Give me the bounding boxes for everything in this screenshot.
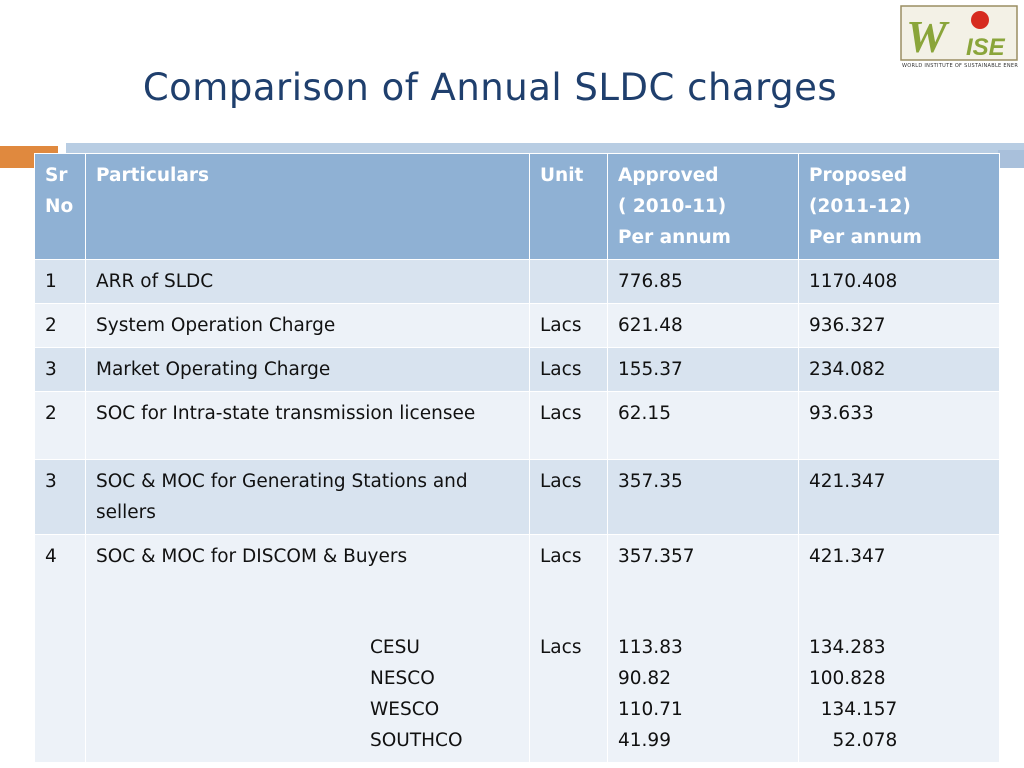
header-unit: Unit [529, 153, 608, 260]
cell-approved: 357.35 [607, 459, 799, 535]
cell-unit [529, 259, 608, 304]
wise-logo-graphic: W ISE [900, 5, 1018, 61]
particular-text: SOC & MOC for DISCOM & Buyers [96, 546, 408, 567]
cell-sr: 2 [34, 303, 86, 348]
cell-sr: 3 [34, 347, 86, 392]
cell-particular: ARR of SLDC [85, 259, 530, 304]
table-row: 2 SOC for Intra-state transmission licen… [34, 391, 1000, 460]
discom-list: CESU NESCO WESCO SOUTHCO [370, 637, 463, 751]
header-proposed: Proposed (2011-12) Per annum [798, 153, 1000, 260]
approved-text: 357.357 [618, 546, 695, 567]
table-row: 2 System Operation Charge Lacs 621.48 93… [34, 303, 1000, 348]
cell-particular: Market Operating Charge [85, 347, 530, 392]
svg-text:ISE: ISE [966, 34, 1006, 61]
unit-text: Lacs [540, 546, 582, 567]
page-title: Comparison of Annual SLDC charges [142, 66, 838, 109]
cell-approved: 62.15 [607, 391, 799, 460]
cell-proposed: 421.347 134.283 100.828 134.157 52.078 [798, 534, 1000, 763]
cell-sr: 4 [34, 534, 86, 763]
accent-bar-right [998, 150, 1024, 168]
sub-unit-text: Lacs [540, 637, 582, 658]
cell-proposed: 936.327 [798, 303, 1000, 348]
cell-sr: 2 [34, 391, 86, 460]
accent-bar-blue [66, 143, 1024, 153]
table-header-row: Sr No Particulars Unit Approved ( 2010-1… [34, 153, 1000, 260]
cell-unit: Lacs [529, 391, 608, 460]
spacer [618, 572, 788, 632]
table-row: 4 SOC & MOC for DISCOM & Buyers CESU NES… [34, 534, 1000, 763]
table-row: 1 ARR of SLDC 776.85 1170.408 [34, 259, 1000, 304]
cell-sr: 3 [34, 459, 86, 535]
cell-sr: 1 [34, 259, 86, 304]
cell-approved: 621.48 [607, 303, 799, 348]
cell-approved: 776.85 [607, 259, 799, 304]
wise-logo: W ISE WORLD INSTITUTE OF SUSTAINABLE ENE… [900, 5, 1018, 71]
spacer [96, 572, 519, 632]
table-row: 3 SOC & MOC for Generating Stations and … [34, 459, 1000, 535]
svg-text:W: W [906, 11, 950, 61]
cell-particular: SOC & MOC for Generating Stations and se… [85, 459, 530, 535]
cell-unit: Lacs [529, 303, 608, 348]
table-row: 3 Market Operating Charge Lacs 155.37 23… [34, 347, 1000, 392]
cell-proposed: 421.347 [798, 459, 1000, 535]
cell-particular: SOC & MOC for DISCOM & Buyers CESU NESCO… [85, 534, 530, 763]
cell-particular: SOC for Intra-state transmission license… [85, 391, 530, 460]
sldc-charges-table: Sr No Particulars Unit Approved ( 2010-1… [34, 153, 1000, 763]
cell-unit: Lacs [529, 347, 608, 392]
cell-proposed: 234.082 [798, 347, 1000, 392]
cell-approved: 155.37 [607, 347, 799, 392]
cell-unit: Lacs [529, 459, 608, 535]
cell-particular: System Operation Charge [85, 303, 530, 348]
cell-proposed: 93.633 [798, 391, 1000, 460]
header-particulars: Particulars [85, 153, 530, 260]
cell-approved: 357.357 113.83 90.82 110.71 41.99 [607, 534, 799, 763]
header-sr-no: Sr No [34, 153, 86, 260]
logo-caption: WORLD INSTITUTE OF SUSTAINABLE ENERGY [902, 63, 1018, 69]
discom-approved-values: 113.83 90.82 110.71 41.99 [618, 637, 683, 751]
cell-proposed: 1170.408 [798, 259, 1000, 304]
header-approved: Approved ( 2010-11) Per annum [607, 153, 799, 260]
proposed-text: 421.347 [809, 546, 886, 567]
spacer [809, 572, 989, 632]
spacer [540, 572, 597, 632]
discom-proposed-values: 134.283 100.828 134.157 52.078 [809, 637, 898, 751]
cell-unit: Lacs Lacs [529, 534, 608, 763]
